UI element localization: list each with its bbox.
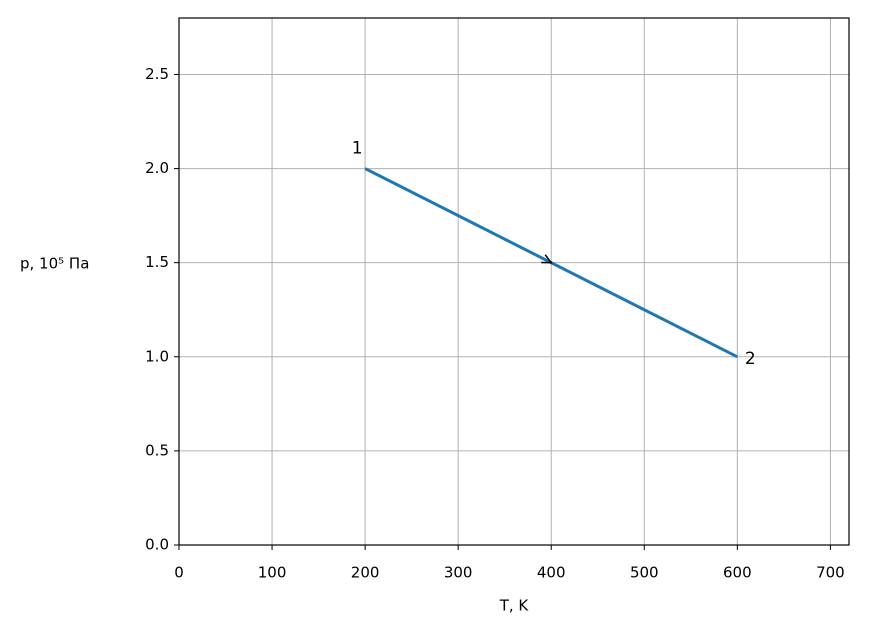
- x-tick-label: 0: [174, 564, 184, 582]
- y-tick-label: 0.5: [145, 441, 169, 459]
- point-label: 2: [745, 349, 756, 369]
- y-tick-label: 0.0: [145, 536, 169, 554]
- y-tick-label: 2.5: [145, 65, 169, 83]
- x-tick-label: 600: [723, 564, 752, 582]
- y-axis-label: p, 10⁵ Па: [20, 255, 89, 273]
- x-tick-label: 200: [351, 564, 380, 582]
- y-tick-label: 1.0: [145, 347, 169, 365]
- x-tick-label: 100: [258, 564, 287, 582]
- plot-frame: [178, 17, 850, 546]
- x-tick-label: 400: [537, 564, 566, 582]
- y-tick-label: 2.0: [145, 159, 169, 177]
- x-tick-label: 300: [444, 564, 473, 582]
- x-axis-label: T, K: [499, 597, 530, 615]
- x-tick-label: 500: [630, 564, 659, 582]
- x-tick-label: 700: [816, 564, 845, 582]
- point-label: 1: [352, 139, 363, 159]
- direction-arrow: [541, 254, 553, 264]
- y-tick-label: 1.5: [145, 253, 169, 271]
